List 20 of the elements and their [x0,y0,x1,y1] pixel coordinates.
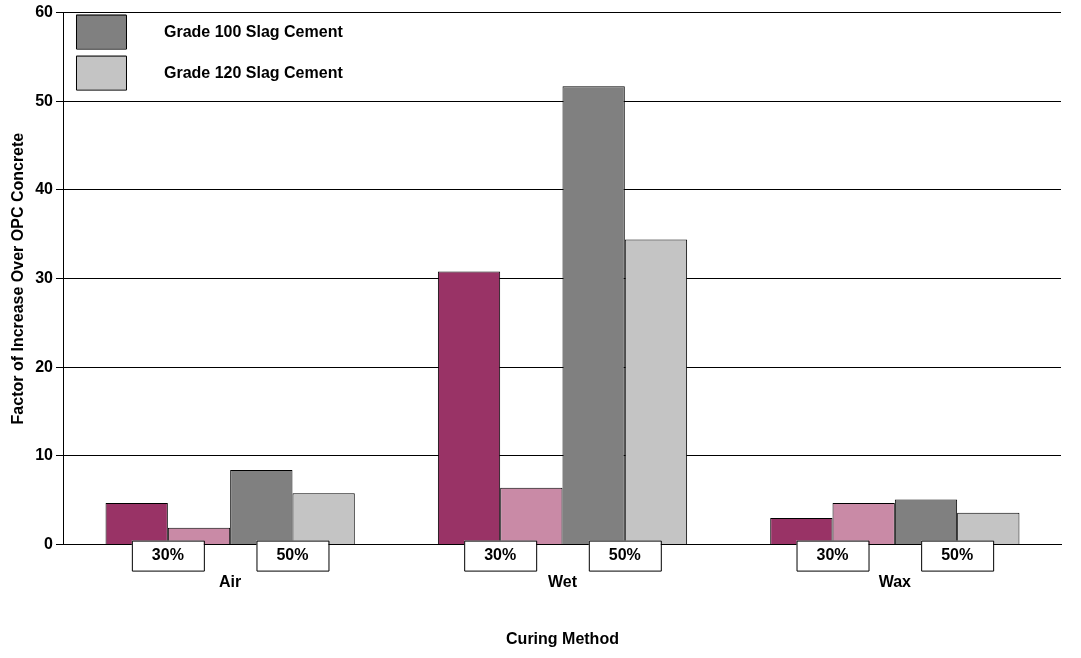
annotation: 30% [151,546,184,564]
y-axis-title: Factor of Increase Over OPC Concrete [9,132,27,425]
x-tick-label: Wet [547,572,578,590]
legend-label: Grade 100 Slag Cement [164,23,344,41]
y-tick-label: 30 [35,269,54,287]
annotation: 30% [484,546,517,564]
x-tick-label: Wax [878,572,912,590]
annotation: 50% [941,546,974,564]
annotation: 50% [276,546,309,564]
x-axis-title: Curing Method [506,629,619,647]
y-tick-label: 10 [35,446,54,464]
y-tick-label: 40 [35,180,54,198]
y-tick-label: 0 [44,535,54,553]
annotation: 50% [608,546,641,564]
y-tick-label: 60 [35,3,54,21]
annotation: 30% [816,546,849,564]
x-tick-label: Air [219,572,242,590]
y-tick-label: 50 [35,91,54,109]
legend-label: Grade 120 Slag Cement [164,64,344,82]
y-tick-label: 20 [35,357,54,375]
